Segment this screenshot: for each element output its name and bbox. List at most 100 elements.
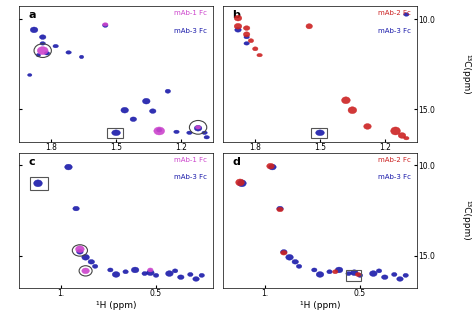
Ellipse shape: [267, 163, 274, 169]
Ellipse shape: [244, 36, 249, 39]
Ellipse shape: [64, 164, 72, 170]
Ellipse shape: [112, 130, 120, 136]
X-axis label: ¹H (ppm): ¹H (ppm): [96, 301, 137, 310]
Ellipse shape: [143, 98, 150, 104]
Ellipse shape: [34, 180, 42, 187]
Text: mAb-1 Fc: mAb-1 Fc: [174, 157, 207, 163]
Ellipse shape: [376, 269, 382, 273]
Ellipse shape: [44, 52, 50, 55]
Ellipse shape: [277, 207, 283, 212]
Ellipse shape: [204, 136, 210, 139]
Ellipse shape: [277, 206, 283, 211]
Ellipse shape: [79, 55, 84, 59]
Ellipse shape: [82, 254, 90, 260]
Bar: [108, 128, 123, 138]
Ellipse shape: [73, 206, 79, 211]
Ellipse shape: [147, 268, 153, 272]
Ellipse shape: [257, 53, 262, 57]
Ellipse shape: [102, 23, 108, 26]
Ellipse shape: [311, 268, 317, 272]
Ellipse shape: [66, 51, 71, 54]
Text: mAb-3 Fc: mAb-3 Fc: [174, 28, 207, 34]
Ellipse shape: [75, 246, 84, 252]
Text: b: b: [233, 11, 240, 20]
Ellipse shape: [142, 272, 147, 276]
Ellipse shape: [154, 127, 164, 135]
Ellipse shape: [27, 74, 32, 76]
Ellipse shape: [123, 270, 128, 274]
Y-axis label: ¹³C(ppm): ¹³C(ppm): [461, 200, 470, 241]
Ellipse shape: [53, 44, 58, 48]
Ellipse shape: [92, 264, 98, 268]
Ellipse shape: [146, 270, 154, 276]
Text: mAb-2 Fc: mAb-2 Fc: [378, 157, 411, 163]
Ellipse shape: [193, 277, 199, 281]
Ellipse shape: [391, 127, 401, 135]
Ellipse shape: [392, 272, 397, 276]
Ellipse shape: [286, 254, 293, 260]
Ellipse shape: [174, 130, 179, 133]
Ellipse shape: [202, 131, 207, 134]
Ellipse shape: [335, 267, 343, 273]
Ellipse shape: [88, 260, 95, 264]
Ellipse shape: [154, 273, 159, 277]
Ellipse shape: [39, 35, 46, 39]
Ellipse shape: [248, 39, 254, 43]
Ellipse shape: [149, 109, 156, 113]
Ellipse shape: [156, 128, 162, 132]
Ellipse shape: [195, 126, 201, 129]
Ellipse shape: [121, 107, 128, 113]
Ellipse shape: [77, 250, 83, 254]
Ellipse shape: [333, 270, 338, 274]
Ellipse shape: [382, 275, 388, 279]
Ellipse shape: [316, 272, 324, 277]
Ellipse shape: [281, 250, 287, 254]
Bar: [346, 270, 361, 281]
Ellipse shape: [188, 272, 193, 276]
Ellipse shape: [165, 271, 173, 276]
Ellipse shape: [281, 251, 287, 255]
Bar: [30, 177, 47, 189]
Ellipse shape: [357, 273, 363, 277]
Bar: [311, 128, 327, 138]
Ellipse shape: [130, 117, 137, 122]
Text: mAb-3 Fc: mAb-3 Fc: [378, 28, 411, 34]
Ellipse shape: [173, 269, 178, 273]
Ellipse shape: [112, 272, 120, 277]
Ellipse shape: [356, 272, 361, 276]
Ellipse shape: [346, 272, 351, 276]
Ellipse shape: [404, 136, 409, 140]
Text: a: a: [28, 11, 36, 20]
Ellipse shape: [306, 24, 312, 29]
Ellipse shape: [404, 13, 409, 16]
Ellipse shape: [403, 273, 409, 277]
Ellipse shape: [348, 107, 357, 114]
Ellipse shape: [236, 179, 245, 186]
Y-axis label: ¹³C(ppm): ¹³C(ppm): [461, 54, 470, 94]
Ellipse shape: [316, 130, 324, 136]
Ellipse shape: [187, 131, 192, 134]
Ellipse shape: [364, 124, 371, 129]
Ellipse shape: [40, 42, 46, 45]
Ellipse shape: [108, 268, 113, 272]
Ellipse shape: [342, 97, 350, 104]
Text: d: d: [233, 157, 240, 167]
Ellipse shape: [370, 271, 377, 276]
Ellipse shape: [327, 270, 332, 274]
Ellipse shape: [36, 53, 41, 57]
Ellipse shape: [37, 47, 48, 55]
Ellipse shape: [237, 180, 246, 187]
Ellipse shape: [350, 270, 358, 276]
Text: mAb-3 Fc: mAb-3 Fc: [174, 174, 207, 180]
Ellipse shape: [194, 125, 202, 131]
Ellipse shape: [131, 267, 139, 273]
Ellipse shape: [243, 32, 250, 37]
Ellipse shape: [30, 27, 38, 33]
Ellipse shape: [234, 15, 242, 21]
Ellipse shape: [199, 273, 204, 277]
Ellipse shape: [82, 268, 90, 274]
Ellipse shape: [269, 164, 276, 170]
Ellipse shape: [296, 264, 302, 268]
Text: c: c: [28, 157, 35, 167]
Ellipse shape: [165, 89, 171, 93]
